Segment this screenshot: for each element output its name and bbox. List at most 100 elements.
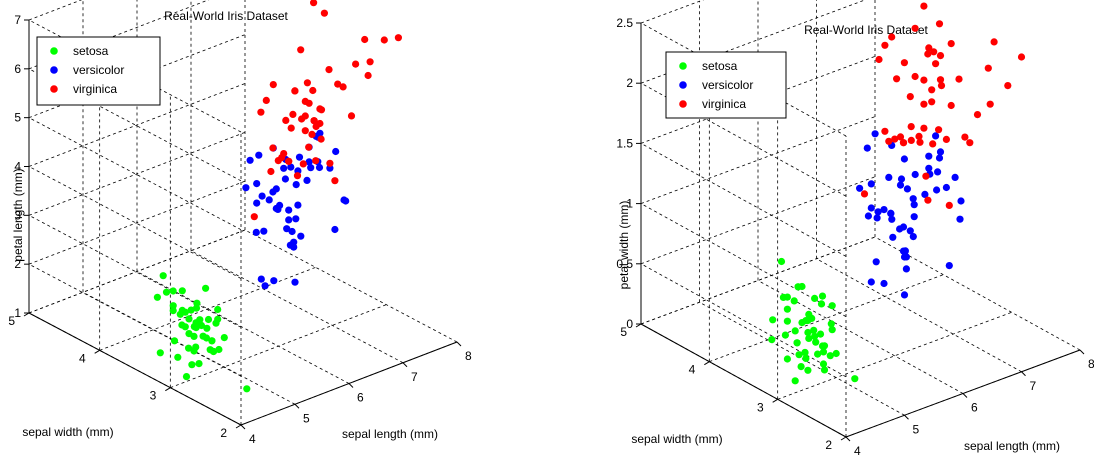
data-point-virginica [316, 105, 324, 113]
legend-label-versicolor: versicolor [73, 63, 124, 77]
legend-label-virginica: virginica [702, 97, 746, 111]
data-point-versicolor [902, 265, 911, 273]
data-point-versicolor [872, 258, 880, 266]
data-point-virginica [274, 157, 282, 165]
data-point-virginica [920, 100, 928, 108]
x-tick-mark [294, 403, 300, 409]
z-axis-label: petal width (mm) [617, 201, 631, 290]
data-point-virginica [945, 201, 953, 209]
legend: setosa versicolor virginica [665, 51, 787, 119]
data-point-versicolor [900, 155, 909, 163]
data-point-versicolor [925, 164, 933, 172]
data-point-virginica [291, 87, 299, 95]
data-point-setosa [783, 317, 792, 325]
data-point-versicolor [292, 215, 300, 223]
data-point-versicolor [272, 204, 280, 213]
data-point-virginica [891, 135, 899, 143]
data-point-virginica [289, 110, 297, 118]
data-point-versicolor [936, 148, 945, 156]
data-point-versicolor [290, 243, 298, 251]
y-tick-label: 2 [220, 426, 227, 440]
data-point-setosa [169, 287, 177, 295]
data-point-virginica [911, 72, 919, 81]
data-point-versicolor [265, 196, 273, 204]
z-axis-label: petal length (mm) [11, 168, 25, 261]
data-point-virginica [352, 60, 360, 68]
data-point-virginica [364, 71, 372, 80]
data-point-versicolor [909, 195, 917, 203]
data-point-virginica [961, 133, 969, 141]
data-point-versicolor [269, 188, 277, 196]
data-point-setosa [802, 354, 810, 362]
data-point-virginica [936, 76, 945, 84]
data-point-versicolor [933, 186, 941, 194]
data-point-setosa [202, 284, 210, 292]
data-point-setosa [804, 328, 812, 337]
data-point-versicolor [874, 208, 882, 216]
data-point-setosa [820, 366, 829, 374]
data-point-virginica [932, 60, 940, 68]
z-tick-label: 5 [14, 111, 21, 125]
data-point-versicolor [942, 183, 951, 192]
data-point-virginica [881, 127, 889, 135]
data-point-setosa [819, 360, 828, 368]
data-point-virginica [285, 157, 293, 165]
data-point-setosa [185, 315, 193, 323]
data-point-versicolor [261, 282, 269, 290]
data-point-versicolor [255, 151, 263, 159]
data-point-setosa [208, 337, 216, 345]
data-point-virginica [310, 117, 318, 125]
data-point-virginica [305, 99, 313, 107]
y-tick-label: 5 [620, 325, 627, 339]
data-point-setosa [819, 348, 828, 356]
y-tick-mark [772, 398, 778, 403]
series-setosa [768, 257, 859, 385]
data-point-setosa [174, 353, 182, 361]
data-point-virginica [347, 112, 356, 120]
data-point-versicolor [932, 132, 940, 140]
data-point-virginica [301, 112, 309, 120]
data-point-virginica [928, 86, 936, 94]
data-point-versicolor [906, 227, 914, 235]
data-point-virginica [924, 50, 932, 58]
data-point-versicolor [257, 275, 265, 283]
data-point-virginica [312, 122, 320, 131]
data-point-setosa [182, 373, 191, 381]
legend: setosa versicolor virginica [36, 36, 161, 106]
x-tick-label: 5 [913, 422, 920, 436]
legend-marker-setosa [50, 47, 58, 55]
data-point-virginica [916, 138, 924, 146]
x-tick-label: 8 [465, 349, 472, 363]
data-point-virginica [331, 177, 339, 185]
data-point-virginica [380, 36, 388, 44]
data-point-virginica [269, 81, 277, 89]
data-point-virginica [930, 48, 938, 56]
data-point-virginica [250, 213, 258, 221]
data-point-virginica [301, 127, 309, 135]
z-tick-label: 3 [14, 208, 21, 222]
data-point-virginica [310, 0, 318, 7]
data-point-setosa [832, 349, 840, 358]
x-tick-label: 6 [357, 391, 364, 405]
data-point-setosa [818, 292, 827, 300]
data-point-virginica [282, 116, 290, 124]
series-virginica [250, 0, 402, 221]
z-tick-label: 1 [14, 306, 21, 320]
series-virginica [860, 2, 1026, 209]
data-point-virginica [920, 76, 928, 84]
data-point-setosa [802, 317, 810, 325]
series-versicolor [242, 129, 350, 290]
data-point-versicolor [292, 181, 300, 189]
z-tick-label: 1.5 [616, 136, 633, 150]
data-point-versicolor [910, 201, 918, 209]
x-tick-mark [1021, 371, 1026, 377]
data-point-virginica [312, 157, 320, 165]
x-tick-mark [402, 362, 408, 368]
data-point-virginica [911, 24, 919, 32]
gridline-z-side [28, 117, 242, 231]
data-point-virginica [317, 135, 325, 143]
y-tick-label: 4 [689, 363, 696, 377]
data-point-virginica [860, 190, 869, 198]
data-point-setosa [783, 293, 792, 301]
data-point-virginica [984, 64, 992, 72]
